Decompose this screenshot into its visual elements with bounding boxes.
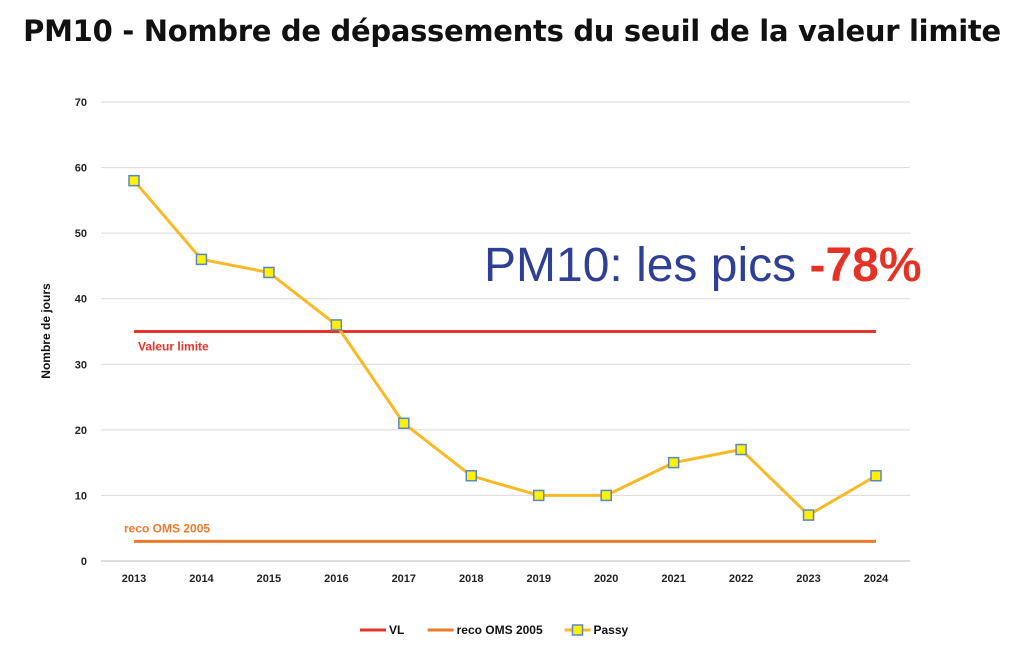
x-tick-label: 2021 [661,573,685,585]
data-point [802,509,815,521]
x-tick-label: 2015 [257,573,281,585]
x-tick-label: 2018 [459,573,483,585]
data-point [330,319,343,331]
x-tick-label: 2016 [324,573,348,585]
y-axis-label: Nombre de jours [39,283,53,379]
data-point [128,174,140,187]
x-tick-label: 2014 [189,573,214,585]
x-tick-label: 2022 [729,573,753,585]
y-tick-label: 50 [75,228,87,240]
annotation-highlight: -78% [809,239,922,292]
data-point [465,470,478,482]
annotation-text: PM10: les pics [484,239,797,292]
x-tick-label: 2019 [526,573,550,585]
data-point [667,456,680,469]
series-line-passy [132,179,877,517]
x-tick-label: 2020 [594,573,618,585]
y-tick-label: 10 [75,490,87,502]
y-tick-label: 70 [75,97,87,109]
legend-entry: VL [389,623,404,637]
data-point [263,266,275,279]
x-tick-label: 2024 [864,573,889,585]
y-tick-label: 30 [75,359,87,371]
data-point [532,489,545,502]
annotation: PM10: les pics -78% [484,238,922,293]
x-tick-label: 2023 [796,573,820,585]
line-label: reco OMS 2005 [124,521,210,535]
data-point [195,253,208,266]
data-point [600,489,612,502]
legend-marker [571,624,584,636]
x-tick-label: 2013 [122,573,146,585]
chart-title: PM10 - Nombre de dépassements du seuil d… [23,14,1001,48]
data-point [870,470,882,482]
legend-entry: reco OMS 2005 [457,623,543,637]
y-tick-label: 20 [75,425,87,437]
y-tick-label: 60 [75,163,87,175]
x-tick-label: 2017 [392,573,416,585]
data-point [735,443,747,456]
y-tick-label: 0 [81,556,87,568]
legend-entry: Passy [594,623,629,637]
y-tick-label: 40 [75,294,87,306]
line-label: Valeur limite [138,340,209,354]
data-point [398,417,410,430]
